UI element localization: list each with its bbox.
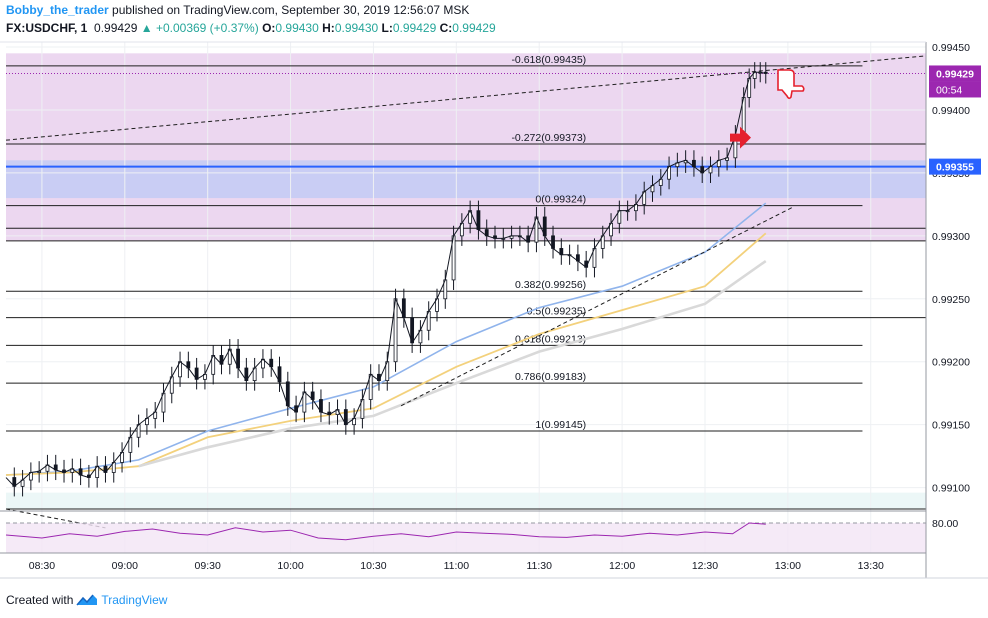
author-name[interactable]: Bobby_the_trader <box>6 3 109 17</box>
time-tick-label: 10:30 <box>360 560 386 572</box>
open-value: 0.99430 <box>275 21 319 35</box>
price-tick-label: 0.99100 <box>932 483 970 495</box>
price-tick-label: 0.99450 <box>932 42 970 54</box>
close-label: C: <box>439 21 453 35</box>
price-tick-label: 0.99300 <box>932 231 970 243</box>
rsi-panel: 80.00 <box>0 510 958 554</box>
last-price-badge-text: 0.99429 <box>936 68 974 80</box>
high-label: H: <box>322 21 335 35</box>
price-tick-label: 0.99150 <box>932 420 970 432</box>
fib-level-label: 0.786(0.99183) <box>515 371 586 383</box>
rsi-line <box>5 522 766 541</box>
fib-level-label: 0.382(0.99256) <box>515 279 586 291</box>
footer: Created with TradingView <box>6 593 167 607</box>
time-tick-label: 11:30 <box>526 560 552 572</box>
red-arrow-icon <box>730 126 751 149</box>
time-tick-label: 10:00 <box>277 560 303 572</box>
price-tick-label: 0.99400 <box>932 105 970 117</box>
rsi-band <box>6 523 926 553</box>
moving-averages <box>5 202 767 476</box>
last-price: 0.99429 <box>94 21 138 35</box>
published-text: published on TradingView.com, September … <box>112 3 470 17</box>
time-tick-label: 13:00 <box>775 560 801 572</box>
last-price-badge <box>929 65 981 82</box>
time-tick-label: 09:30 <box>195 560 221 572</box>
countdown-badge <box>929 81 981 98</box>
moving-average-line <box>5 202 767 476</box>
time-tick-label: 13:30 <box>858 560 884 572</box>
support-badge-text: 0.99355 <box>936 162 974 174</box>
resistance-zone-rect <box>6 53 926 241</box>
high-value: 0.99430 <box>334 21 379 35</box>
symbol[interactable]: FX:USDCHF, 1 <box>6 21 88 35</box>
fib-level-label: -0.272(0.99373) <box>511 132 586 144</box>
time-tick-label: 12:00 <box>609 560 635 572</box>
change-value: ▲ +0.00369 (+0.37%) <box>140 21 259 35</box>
fib-level-label: 1(0.99145) <box>535 419 586 431</box>
price-tick-label: 0.99200 <box>932 357 970 369</box>
close-value: 0.99429 <box>452 21 496 35</box>
support-badge <box>929 158 981 175</box>
price-series <box>5 62 768 497</box>
fib-level-label: 0(0.99324) <box>535 194 586 206</box>
countdown-badge-text: 00:54 <box>936 84 962 96</box>
chart-grid <box>6 42 926 553</box>
price-close-line <box>5 71 766 488</box>
horizontal-lines <box>6 65 926 510</box>
open-label: O: <box>262 21 276 35</box>
thumbs-down-icon <box>777 69 805 100</box>
time-tick-label: 09:00 <box>112 560 138 572</box>
trendline <box>400 206 794 407</box>
axes: 0.994500.994000.993500.993000.992500.992… <box>0 41 988 579</box>
moving-average-line <box>138 259 767 468</box>
chart-header-line2: FX:USDCHF, 1 0.99429 ▲ +0.00369 (+0.37%)… <box>6 21 496 35</box>
time-tick-label: 12:30 <box>692 560 718 572</box>
fib-level-label: 0.5(0.99235) <box>527 306 587 318</box>
price-tick-label: 0.99250 <box>932 294 970 306</box>
chart-header-line1: Bobby_the_trader published on TradingVie… <box>6 3 469 17</box>
tradingview-logo-icon <box>76 594 98 606</box>
tradingview-link[interactable]: TradingView <box>101 593 168 607</box>
rsi-axis-label: 80.00 <box>932 518 958 530</box>
time-tick-label: 11:00 <box>444 560 470 572</box>
low-label: L: <box>381 21 393 35</box>
bottom-zone-rect <box>6 492 926 509</box>
annotations <box>730 69 805 149</box>
low-value: 0.99429 <box>392 21 437 35</box>
created-with-text: Created with <box>6 593 74 607</box>
price-badges: 0.99429 00:54 0.99355 <box>929 65 981 175</box>
moving-average-line <box>5 232 767 476</box>
time-tick-label: 08:30 <box>29 560 55 572</box>
fib-level-label: -0.618(0.99435) <box>511 54 586 66</box>
